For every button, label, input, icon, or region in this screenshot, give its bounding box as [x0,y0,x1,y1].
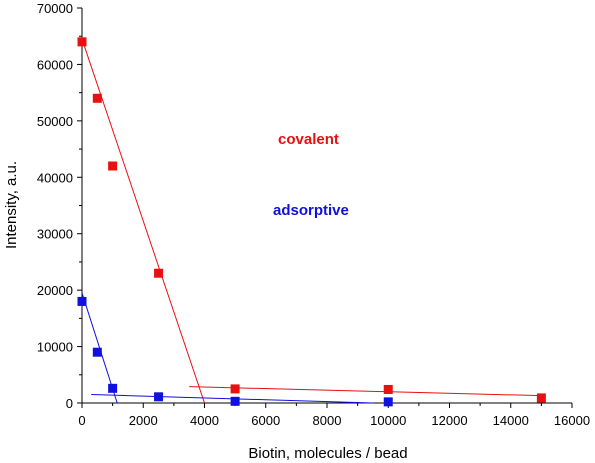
data-point [92,347,102,357]
x-tick-label: 10000 [370,413,406,428]
data-point [108,161,118,171]
y-tick-label: 60000 [37,57,73,72]
y-tick-label: 0 [66,396,73,411]
y-tick-label: 20000 [37,283,73,298]
y-tick-label: 50000 [37,114,73,129]
data-point [154,268,164,278]
data-point [154,392,164,402]
data-point [108,383,118,393]
y-tick-label: 40000 [37,170,73,185]
x-tick-label: 8000 [313,413,342,428]
y-axis-title: Intensity, a.u. [3,161,20,249]
data-points [77,37,546,407]
data-point [230,384,240,394]
y-tick-label: 70000 [37,1,73,16]
data-point [77,37,87,47]
data-point [230,396,240,406]
fit-line [81,38,205,404]
fit-line [189,386,542,397]
x-axis-title: Biotin, molecules / bead [248,445,407,462]
x-tick-label: 14000 [493,413,529,428]
data-point [383,397,393,407]
x-tick-label: 6000 [251,413,280,428]
data-point [536,393,546,403]
fit-lines [81,38,542,404]
x-tick-label: 16000 [554,413,590,428]
data-point [383,384,393,394]
x-tick-label: 2000 [129,413,158,428]
data-point [92,93,102,103]
annotation-adsorptive: adsorptive [273,202,349,219]
annotation-covalent: covalent [278,131,339,148]
ticks: 0 2000 4000 6000 8000 10000 12000 14000 16000 0 10… [37,1,590,428]
y-tick-label: 30000 [37,227,73,242]
x-tick-label: 4000 [190,413,219,428]
data-point [77,296,87,306]
x-tick-label: 0 [78,413,85,428]
x-tick-label: 12000 [431,413,467,428]
y-tick-label: 10000 [37,340,73,355]
